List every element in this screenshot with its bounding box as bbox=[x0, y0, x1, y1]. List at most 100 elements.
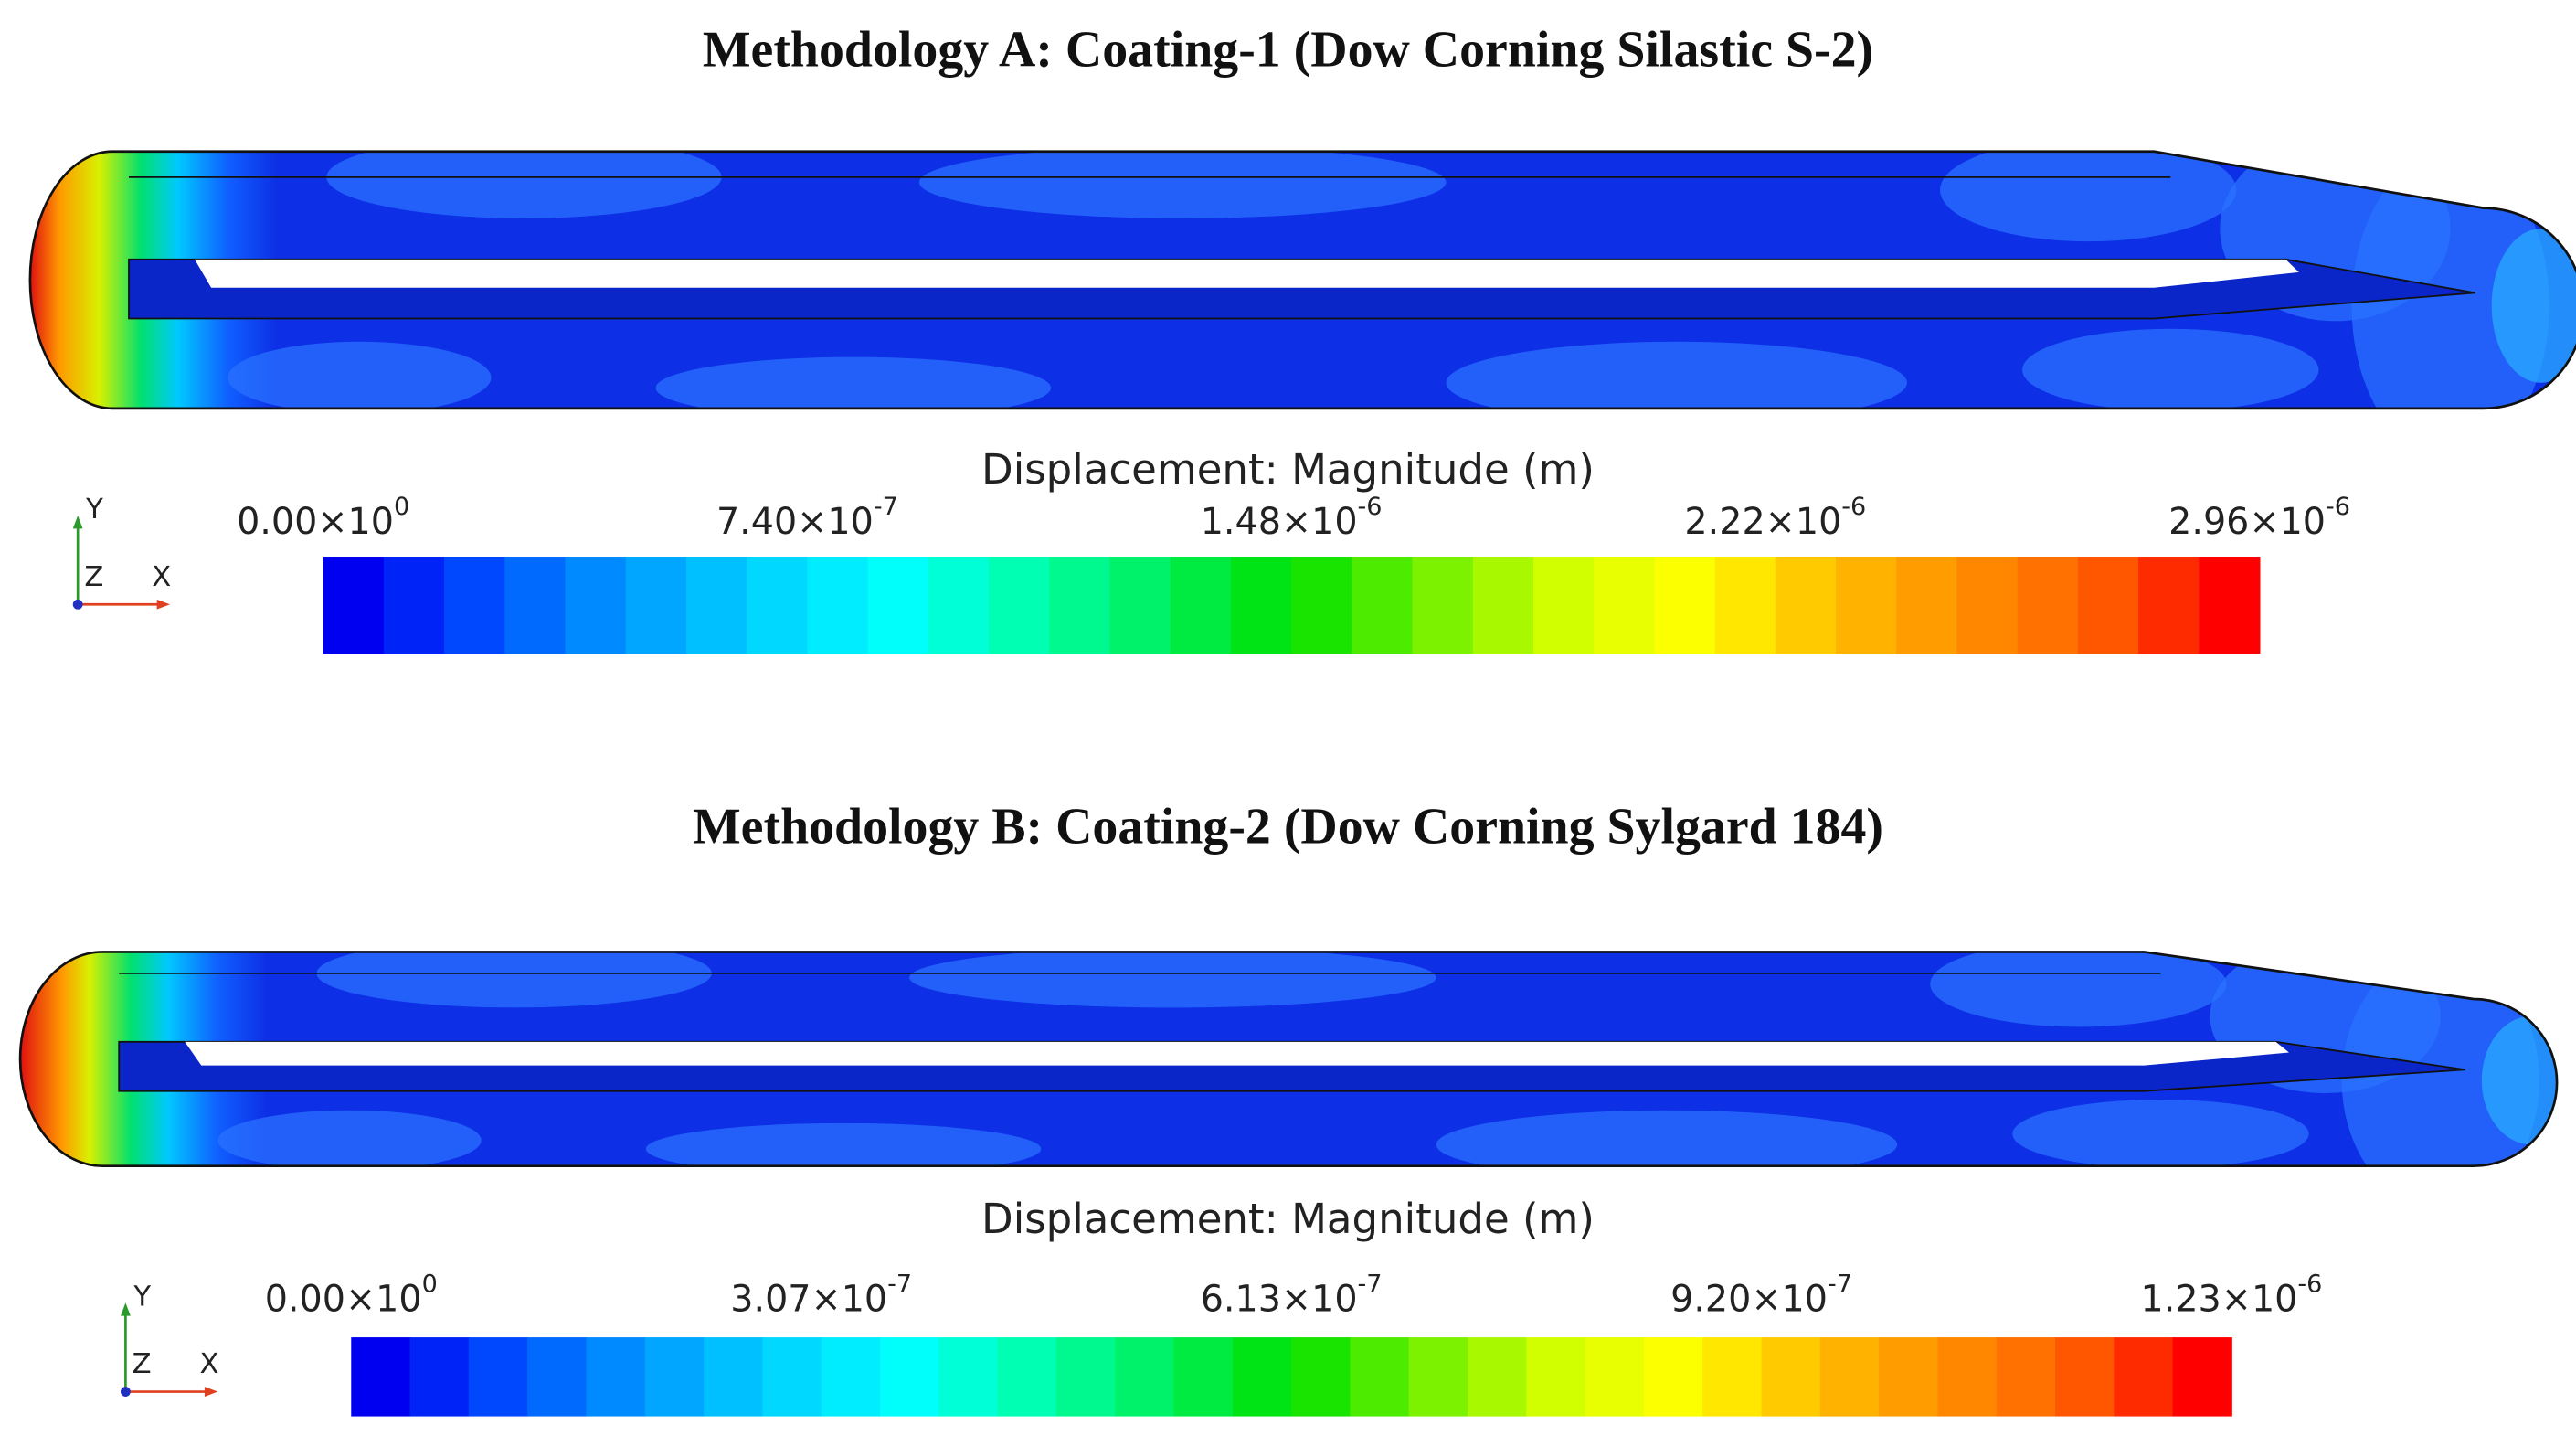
legend-title: Displacement: Magnitude (m) bbox=[981, 445, 1595, 494]
axis-z-label: Z bbox=[84, 561, 103, 593]
panel-title: Methodology B: Coating-2 (Dow Corning Sy… bbox=[693, 799, 1883, 856]
colorbar-step bbox=[1937, 1337, 1998, 1417]
tick-base: 3.07×10 bbox=[730, 1278, 887, 1320]
colorbar-step bbox=[989, 557, 1051, 654]
outline bbox=[18, 951, 2559, 1168]
colorbar-step bbox=[2077, 557, 2140, 654]
tick-base: 0.00×10 bbox=[237, 500, 394, 542]
outline bbox=[28, 150, 2576, 410]
colorbar-step bbox=[1761, 1337, 1821, 1417]
colorbar-tick-label: 9.20×10-7 bbox=[1670, 1270, 1852, 1320]
colorbar-step bbox=[928, 557, 990, 654]
colorbar-step bbox=[504, 557, 567, 654]
contour-region bbox=[2022, 328, 2319, 409]
panel-title: Methodology A: Coating-1 (Dow Corning Si… bbox=[703, 21, 1873, 78]
colorbar-step bbox=[1115, 1337, 1175, 1417]
contour-region bbox=[2341, 952, 2539, 1166]
colorbar-step bbox=[1468, 1337, 1528, 1417]
tick-base: 9.20×10 bbox=[1670, 1278, 1828, 1320]
contour-blobs bbox=[228, 151, 2576, 409]
colorbar-step bbox=[1879, 1337, 1939, 1417]
tick-exponent: -7 bbox=[887, 1270, 912, 1298]
contour-region bbox=[909, 952, 1436, 1008]
colorbar-step bbox=[1654, 557, 1716, 654]
colorbar-step bbox=[1109, 557, 1171, 654]
colorbar-step bbox=[938, 1337, 999, 1417]
colorbar-step bbox=[685, 557, 748, 654]
colorbar-tick-label: 0.00×100 bbox=[237, 492, 409, 542]
contour-region bbox=[1436, 1110, 1898, 1166]
tick-base: 2.96×10 bbox=[2168, 500, 2326, 542]
colorbar-step bbox=[821, 1337, 881, 1417]
tick-exponent: 0 bbox=[422, 1270, 438, 1298]
axis-x-label: X bbox=[152, 561, 171, 593]
axis-z bbox=[121, 1387, 131, 1397]
colorbar-tick-label: 3.07×10-7 bbox=[730, 1270, 912, 1320]
colorbar-step bbox=[807, 557, 869, 654]
colorbar-step bbox=[1412, 557, 1474, 654]
colorbar-tick-label: 2.96×10-6 bbox=[2168, 492, 2350, 542]
colorbar-step bbox=[383, 557, 445, 654]
colorbar-step bbox=[1049, 557, 1111, 654]
tick-base: 1.23×10 bbox=[2141, 1278, 2298, 1320]
colorbar-step bbox=[1170, 557, 1232, 654]
colorbar-step bbox=[1472, 557, 1534, 654]
slot bbox=[195, 259, 2299, 288]
colorbar-step bbox=[586, 1337, 646, 1417]
panel: Methodology B: Coating-2 (Dow Corning Sy… bbox=[18, 799, 2559, 1417]
colorbar-step bbox=[1526, 1337, 1586, 1417]
axis-y-label: Y bbox=[133, 1281, 151, 1313]
colorbar-step bbox=[1702, 1337, 1763, 1417]
colorbar-step bbox=[2172, 1337, 2232, 1417]
colorbar-step bbox=[704, 1337, 764, 1417]
colorbar-step bbox=[2017, 557, 2079, 654]
contour-region bbox=[1446, 341, 1907, 409]
colorbar-step bbox=[1291, 1337, 1352, 1417]
tick-exponent: -6 bbox=[2297, 1270, 2322, 1298]
colorbar-step bbox=[1230, 557, 1293, 654]
tick-base: 0.00×10 bbox=[265, 1278, 422, 1320]
contour-region bbox=[918, 151, 1447, 218]
colorbar-step bbox=[527, 1337, 588, 1417]
colorbar-step bbox=[1532, 557, 1595, 654]
contour-region bbox=[2481, 1015, 2558, 1145]
colorbar-step bbox=[1956, 557, 2019, 654]
tick-exponent: -6 bbox=[2326, 492, 2350, 520]
panel: Methodology A: Coating-1 (Dow Corning Si… bbox=[28, 21, 2576, 654]
axis-z bbox=[72, 599, 83, 610]
axis-y-head bbox=[72, 515, 83, 529]
contour-region bbox=[2012, 1100, 2309, 1166]
contour-region bbox=[217, 1110, 482, 1166]
colorbar-step bbox=[1714, 557, 1776, 654]
tick-base: 6.13×10 bbox=[1201, 1278, 1358, 1320]
colorbar-step bbox=[1775, 557, 1837, 654]
axis-x-head bbox=[204, 1387, 218, 1397]
colorbar-step bbox=[1232, 1337, 1293, 1417]
tick-base: 1.48×10 bbox=[1201, 500, 1358, 542]
colorbar-step bbox=[1291, 557, 1353, 654]
colorbar-step bbox=[2199, 557, 2261, 654]
colorbar-tick-label: 1.23×10-6 bbox=[2141, 1270, 2323, 1320]
colorbar-step bbox=[2055, 1337, 2115, 1417]
contour-region bbox=[2491, 229, 2576, 383]
tick-base: 2.22×10 bbox=[1684, 500, 1841, 542]
colorbar-step bbox=[351, 1337, 411, 1417]
colorbar-step bbox=[409, 1337, 470, 1417]
contour-region bbox=[655, 356, 1052, 409]
colorbar-step bbox=[468, 1337, 529, 1417]
colorbar-step bbox=[1819, 1337, 1881, 1417]
colorbar-step bbox=[1594, 557, 1656, 654]
axis-y-head bbox=[121, 1302, 131, 1316]
colorbar-tick-label: 7.40×10-7 bbox=[716, 492, 898, 542]
axis-x-head bbox=[156, 599, 171, 610]
colorbar-step bbox=[1836, 557, 1898, 654]
colorbar-step bbox=[323, 557, 385, 654]
colorbar-step bbox=[444, 557, 506, 654]
tick-exponent: -6 bbox=[1841, 492, 1866, 520]
colorbar-step bbox=[879, 1337, 940, 1417]
colorbar-step bbox=[867, 557, 929, 654]
colorbar-step bbox=[2114, 1337, 2174, 1417]
colorbar-step bbox=[2138, 557, 2200, 654]
contour-region bbox=[228, 341, 492, 409]
